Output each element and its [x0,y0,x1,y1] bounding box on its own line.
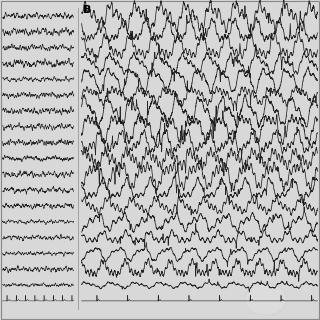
Ellipse shape [245,283,286,315]
Text: B: B [83,5,92,15]
